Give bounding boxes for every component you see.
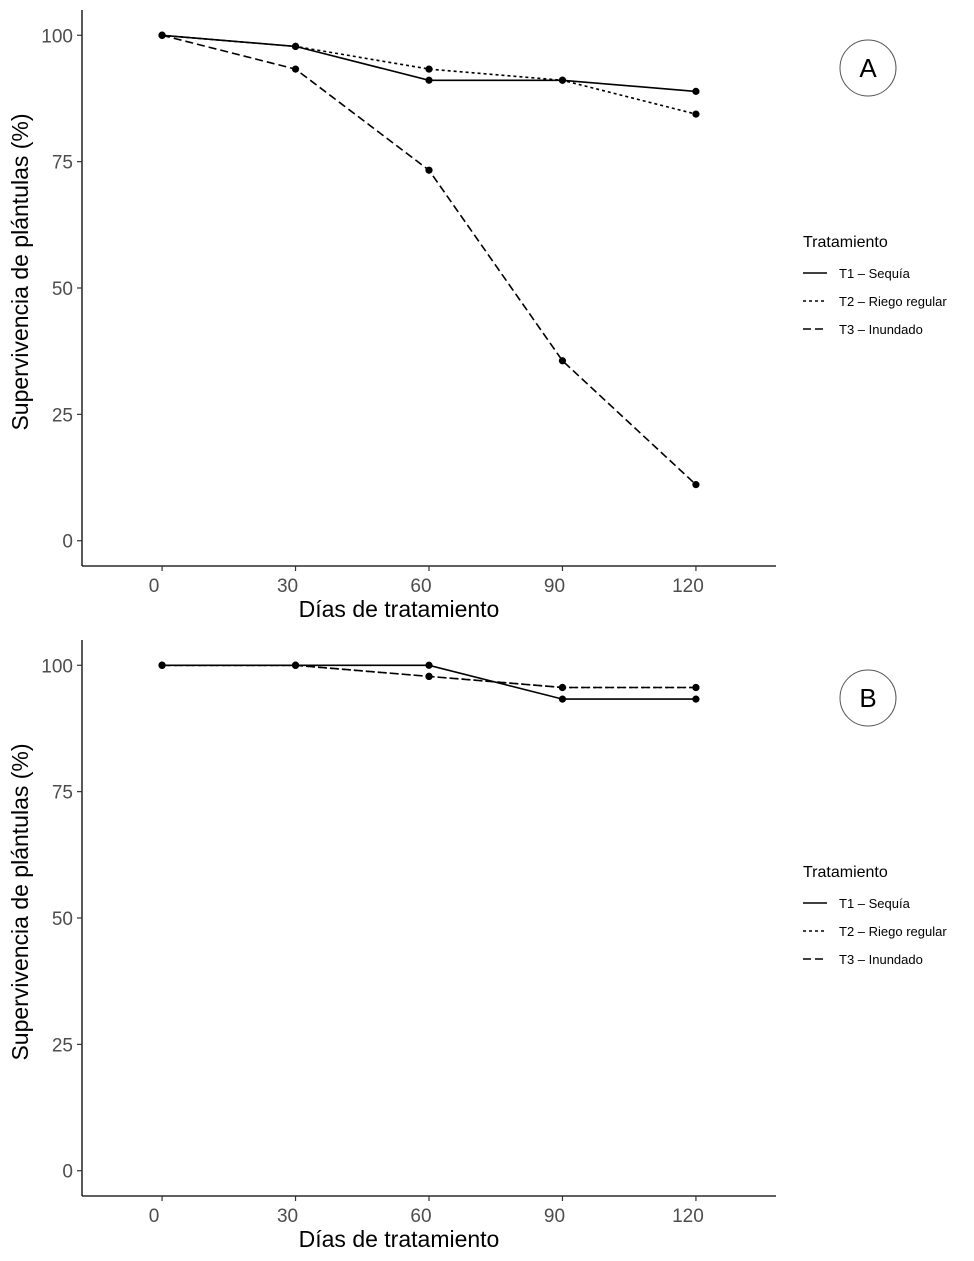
data-point-t3: [158, 661, 166, 669]
legend-label: T1 – Sequía: [839, 896, 911, 911]
x-tick-label: 90: [544, 1206, 565, 1227]
y-tick-label: 0: [62, 532, 73, 553]
series-line-t1: [162, 664, 696, 700]
legend-label: T2 – Riego regular: [839, 294, 947, 309]
chart-panel-a: 0 25 50 75 100 0 30 60 90 120 Días de tratamiento S…: [7, 10, 947, 622]
legend-label: T2 – Riego regular: [839, 924, 947, 939]
data-point-t1: [425, 661, 433, 669]
x-tick-label: 30: [277, 1206, 298, 1227]
panel-label-badge: [839, 669, 897, 727]
data-point-t3: [291, 661, 300, 669]
x-tick-label: 60: [410, 1206, 431, 1227]
data-point-t3: [558, 683, 567, 692]
data-point-t2: [692, 110, 700, 118]
x-tick-label: 0: [149, 1206, 160, 1227]
legend: Tratamiento T1 – Sequía T2 – Riego regular…: [803, 864, 947, 967]
y-tick-label: 75: [52, 783, 73, 804]
data-point-t3: [158, 31, 166, 39]
y-tick-label: 50: [52, 279, 73, 300]
y-tick-label: 0: [62, 1162, 73, 1183]
data-point-t3: [425, 672, 433, 680]
x-tick-label: 30: [277, 576, 298, 597]
legend-label: T3 – Inundado: [839, 952, 923, 967]
data-point-t2: [425, 65, 433, 73]
chart-panel-b: 0 25 50 75 100 0 30 60 90 120 Días de tratamiento S…: [7, 640, 947, 1252]
legend-label: T1 – Sequía: [839, 266, 911, 281]
data-point-t1: [558, 695, 567, 703]
data-point-t1: [692, 87, 700, 95]
y-tick-label: 25: [52, 1035, 73, 1056]
data-point-t3: [692, 481, 700, 489]
data-point-t3: [558, 357, 567, 365]
panel-label-badge: [839, 39, 897, 97]
y-tick-label: 100: [41, 656, 73, 677]
data-point-t3: [692, 683, 700, 692]
series-line-t2: [162, 34, 697, 115]
y-tick-label: 75: [52, 153, 73, 174]
panel-label: B: [859, 683, 876, 713]
x-axis-title: Días de tratamiento: [299, 1226, 500, 1252]
y-tick-label: 50: [52, 909, 73, 930]
panel-label: A: [859, 53, 877, 83]
legend-label: T3 – Inundado: [839, 322, 923, 337]
y-axis-title: Supervivencia de plántulas (%): [7, 113, 33, 430]
data-point-t2: [291, 42, 300, 50]
x-tick-label: 90: [544, 576, 565, 597]
legend-title: Tratamiento: [803, 234, 888, 251]
series-line-t3: [161, 34, 697, 486]
y-tick-label: 100: [41, 26, 73, 47]
data-point-t3: [291, 65, 300, 73]
legend-title: Tratamiento: [803, 864, 888, 881]
data-point-t1: [425, 76, 433, 84]
x-tick-label: 0: [149, 576, 160, 597]
data-point-t3: [425, 166, 433, 174]
data-point-t2: [558, 76, 567, 84]
x-tick-label: 120: [672, 576, 704, 597]
x-tick-label: 120: [672, 1206, 704, 1227]
data-point-t1: [692, 695, 700, 703]
x-tick-label: 60: [410, 576, 431, 597]
x-axis-title: Días de tratamiento: [299, 596, 500, 622]
legend: Tratamiento T1 – Sequía T2 – Riego regular…: [803, 234, 947, 337]
y-tick-label: 25: [52, 405, 73, 426]
y-axis-title: Supervivencia de plántulas (%): [7, 743, 33, 1060]
